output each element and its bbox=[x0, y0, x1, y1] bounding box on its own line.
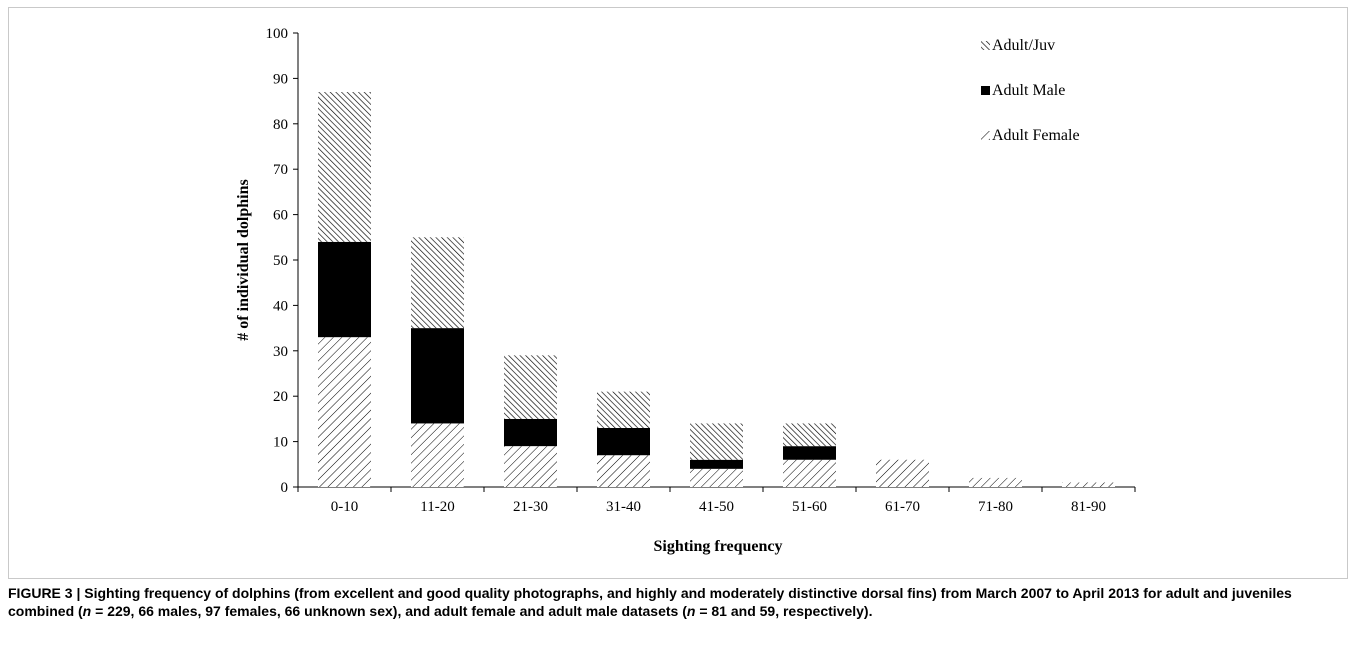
y-axis-title: # of individual dolphins bbox=[235, 179, 252, 340]
plot-area: 0 10 20 30 40 50 60 70 80 90 100 0-10 11-20 21-30 31-4… bbox=[266, 26, 1136, 515]
bar-segment-adult-female bbox=[969, 477, 1022, 487]
caption-tail: = 81 and 59, respectively). bbox=[695, 603, 873, 619]
bar-segment-adult-female bbox=[411, 423, 464, 487]
y-tick-label: 90 bbox=[273, 71, 288, 87]
y-tick-label: 60 bbox=[273, 208, 288, 224]
y-tick-label: 100 bbox=[266, 26, 289, 42]
x-tick-label: 51-60 bbox=[792, 499, 827, 515]
legend-label: Adult/Juv bbox=[992, 37, 1055, 54]
legend-label: Adult Female bbox=[992, 127, 1080, 144]
bar-segment-adult-female bbox=[597, 455, 650, 487]
legend: Adult/Juv Adult Male Adult Female bbox=[981, 37, 1080, 144]
y-tick-label: 0 bbox=[281, 480, 289, 496]
bar-segment-adult-male bbox=[318, 241, 371, 338]
caption-lead: FIGURE 3 | Sighting frequency of dolphin… bbox=[8, 585, 1292, 619]
x-axis-title: Sighting frequency bbox=[653, 538, 782, 555]
bar-segment-adult-juv bbox=[411, 237, 464, 329]
x-tick-label: 81-90 bbox=[1071, 499, 1106, 515]
bar-segment-adult-female bbox=[318, 337, 371, 487]
y-tick-label: 10 bbox=[273, 435, 288, 451]
y-tick-label: 70 bbox=[273, 162, 288, 178]
caption-n-variable: n bbox=[82, 603, 92, 619]
bar-segment-adult-female bbox=[504, 446, 557, 487]
x-tick-label: 31-40 bbox=[606, 499, 641, 515]
bar-segment-adult-male bbox=[690, 459, 743, 469]
chart: 0 10 20 30 40 50 60 70 80 90 100 0-10 11-20 21-30 31-4… bbox=[235, 26, 1136, 555]
bar-segment-adult-male bbox=[411, 328, 464, 424]
y-tick-label: 80 bbox=[273, 117, 288, 133]
y-tick-label: 30 bbox=[273, 344, 288, 360]
x-tick-label: 61-70 bbox=[885, 499, 920, 515]
bar-segment-adult-male bbox=[597, 427, 650, 456]
bar-segment-adult-juv bbox=[504, 355, 557, 419]
x-tick-label: 21-30 bbox=[513, 499, 548, 515]
y-tick-label: 50 bbox=[273, 253, 288, 269]
y-tick-label: 40 bbox=[273, 298, 288, 314]
x-tick-label: 0-10 bbox=[331, 499, 359, 515]
legend-swatch bbox=[981, 86, 990, 95]
bar-segment-adult-female bbox=[876, 459, 929, 487]
legend-label: Adult Male bbox=[992, 82, 1065, 99]
bar-segment-adult-juv bbox=[597, 391, 650, 428]
figure-caption: FIGURE 3 | Sighting frequency of dolphin… bbox=[8, 584, 1348, 620]
caption-mid: = 229, 66 males, 97 females, 66 unknown … bbox=[91, 603, 687, 619]
bar-segment-adult-juv bbox=[690, 423, 743, 460]
bar-segment-adult-juv bbox=[783, 423, 836, 447]
bar-segment-adult-juv bbox=[318, 92, 371, 242]
legend-swatch bbox=[981, 131, 990, 140]
bar-segment-adult-female bbox=[1062, 482, 1115, 487]
x-tick-label: 41-50 bbox=[699, 499, 734, 515]
figure-frame bbox=[8, 7, 1348, 579]
bar-segment-adult-male bbox=[783, 446, 836, 460]
bar-segment-adult-female bbox=[690, 468, 743, 487]
x-tick-label: 11-20 bbox=[420, 499, 454, 515]
bar-segment-adult-female bbox=[783, 459, 836, 487]
caption-n-variable: n bbox=[686, 603, 696, 619]
bar-segment-adult-male bbox=[504, 418, 557, 447]
x-tick-label: 71-80 bbox=[978, 499, 1013, 515]
y-tick-label: 20 bbox=[273, 389, 288, 405]
legend-swatch bbox=[981, 41, 990, 50]
